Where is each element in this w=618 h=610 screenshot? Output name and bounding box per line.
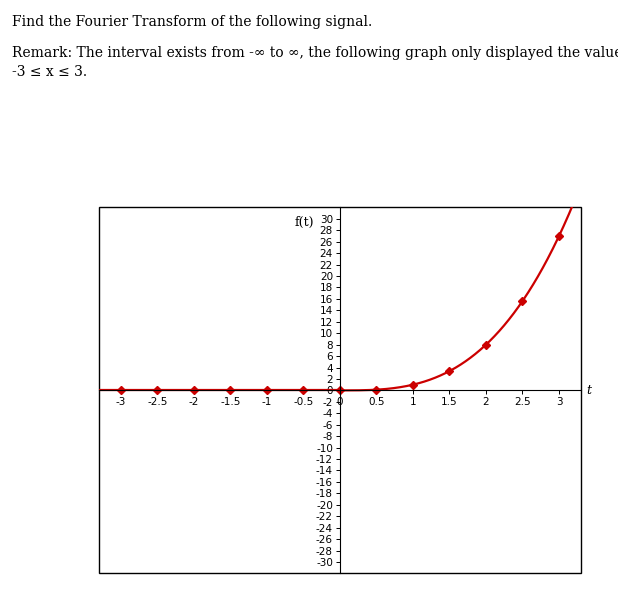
Text: f(t): f(t) <box>295 216 315 229</box>
Text: Find the Fourier Transform of the following signal.: Find the Fourier Transform of the follow… <box>12 15 373 29</box>
Bar <box>99 207 581 573</box>
Text: -3 ≤ x ≤ 3.: -3 ≤ x ≤ 3. <box>12 65 88 79</box>
Text: t: t <box>586 384 592 397</box>
Text: Remark: The interval exists from -∞ to ∞, the following graph only displayed the: Remark: The interval exists from -∞ to ∞… <box>12 46 618 60</box>
